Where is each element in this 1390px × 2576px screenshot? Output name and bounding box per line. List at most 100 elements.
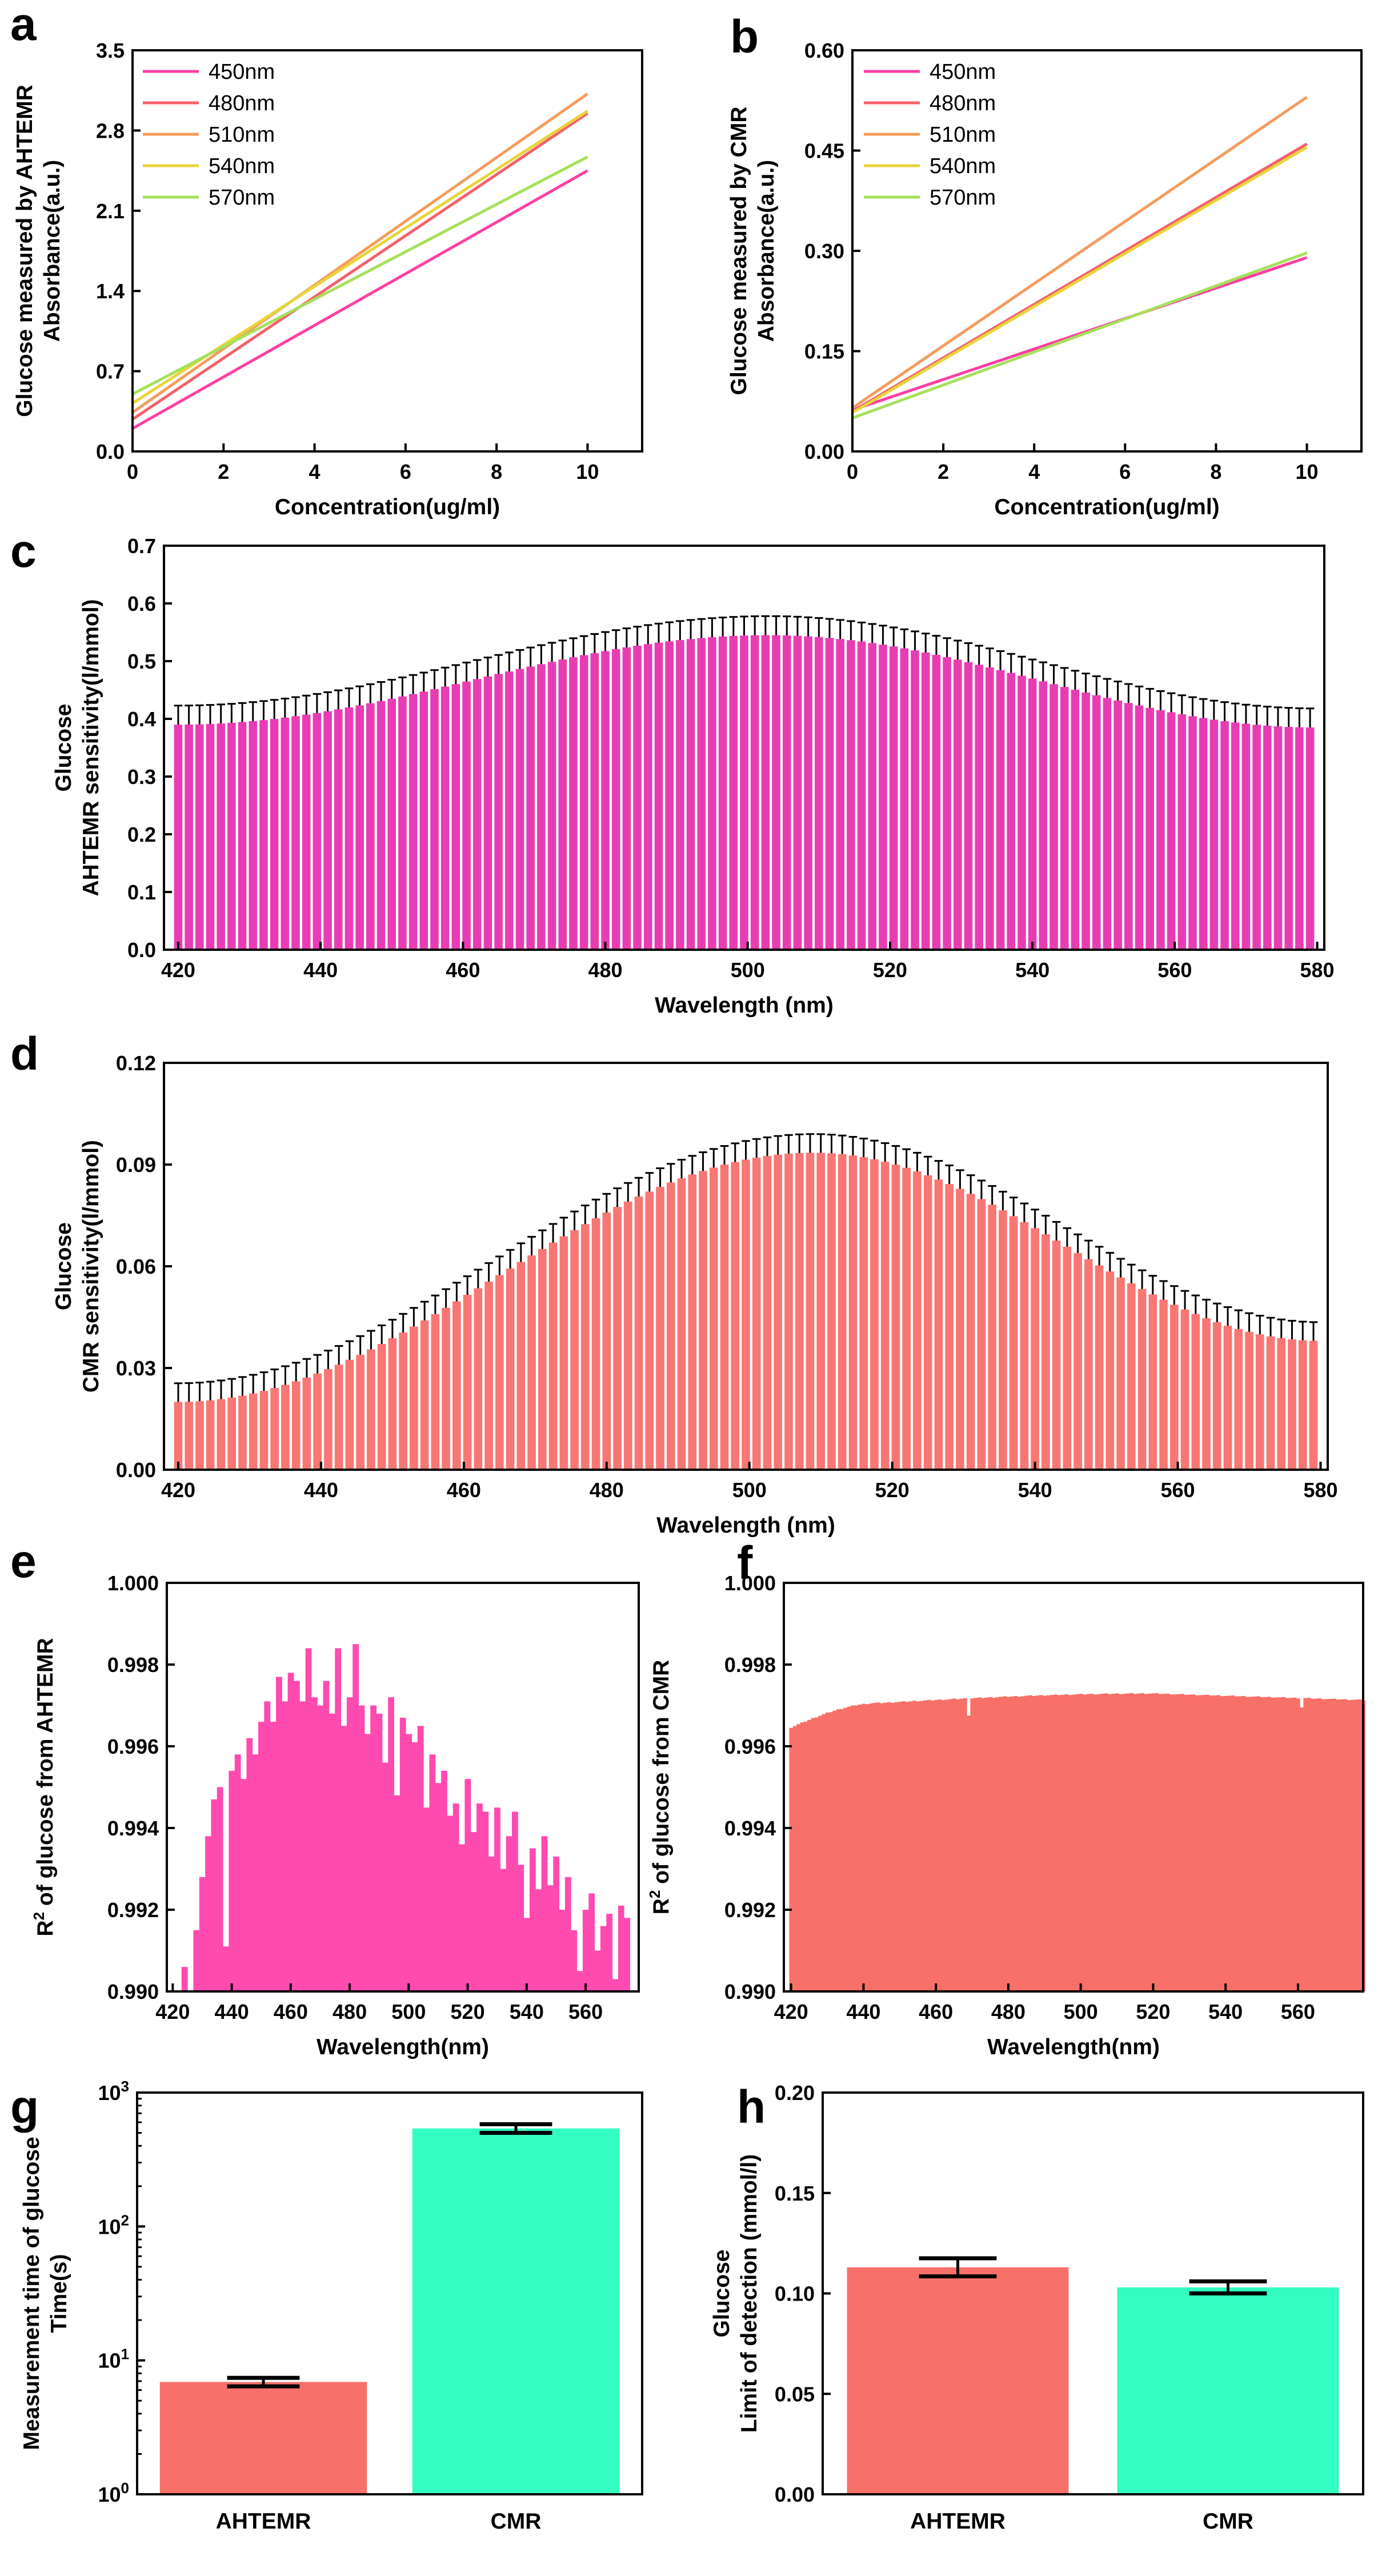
x-axis-title: Wavelength(nm) — [317, 2035, 489, 2059]
y-tick-label: 0.10 — [775, 2282, 815, 2306]
panel-label-c: c — [10, 525, 37, 577]
bar — [1241, 723, 1251, 950]
bar-AHTEMR — [847, 2267, 1069, 2494]
bar — [399, 1717, 406, 1991]
bar — [868, 643, 877, 950]
x-tick-label: 500 — [391, 2000, 426, 2023]
bar — [474, 1288, 483, 1470]
bar — [1241, 1695, 1246, 1991]
bar — [880, 1162, 890, 1470]
legend-entry: 450nm — [209, 60, 275, 84]
series-line-570nm — [852, 251, 1308, 419]
bar — [803, 1721, 808, 1991]
bar — [761, 635, 770, 950]
bar — [872, 1703, 877, 1991]
bar — [956, 1699, 960, 1991]
y-tick-label: 0.1 — [127, 881, 156, 904]
series-line-570nm — [131, 155, 588, 395]
bar — [579, 655, 588, 950]
bar — [553, 1857, 560, 1991]
y-tick-label: 0.06 — [116, 1255, 156, 1278]
y-axis-title-line: Limit of detection (mmol/l) — [737, 2154, 762, 2433]
series-line-480nm — [131, 112, 588, 421]
bar — [246, 1738, 253, 1991]
bar — [1007, 673, 1016, 950]
legend-entry: 570nm — [930, 186, 996, 210]
bar — [1169, 1694, 1173, 1991]
bar — [1205, 1694, 1210, 1991]
bar — [547, 662, 556, 950]
y-tick-label: 2.1 — [96, 199, 125, 223]
bar — [1052, 1240, 1061, 1470]
bar — [1281, 1697, 1286, 1991]
bar — [1144, 1694, 1148, 1991]
bar — [1311, 1698, 1315, 1991]
bar — [229, 1770, 235, 1991]
bar — [952, 1698, 956, 1991]
y-axis-title-line: CMR sensitivity(l/mmol) — [79, 1140, 103, 1393]
bar — [1354, 1699, 1359, 1991]
bar — [1303, 1698, 1308, 1991]
x-tick-label: 540 — [1208, 2000, 1243, 2023]
bar — [1068, 1695, 1072, 1991]
bar — [526, 666, 535, 950]
bar — [364, 1734, 371, 1991]
bar — [411, 1742, 418, 1991]
bar — [238, 722, 247, 950]
bar — [804, 636, 812, 950]
bar — [829, 1712, 834, 1991]
y-tick-label: 0.15 — [804, 340, 844, 363]
y-axis-title-line: Glucose — [710, 2250, 734, 2338]
bar — [399, 1332, 407, 1470]
panel-label-f: f — [737, 1537, 753, 1589]
chart-panel-b: 0.00 0.15 0.30 0.45 0.60 0 2 4 6 8 10 Concentration… — [727, 11, 1363, 519]
bar — [388, 1338, 397, 1470]
y-axis-title-line: Absorbance(a.u.) — [40, 160, 65, 342]
bar — [181, 1967, 188, 1991]
plot-frame — [136, 2091, 643, 2495]
y-axis-title-line: Glucose measured by AHTEMR — [13, 85, 37, 417]
legend-entry: 510nm — [209, 123, 275, 147]
x-tick-label: 420 — [161, 1478, 195, 1502]
bar — [1165, 1693, 1170, 1991]
bar — [883, 1702, 888, 1991]
bar — [541, 1836, 548, 1991]
bar — [894, 1702, 899, 1991]
bar — [1129, 1693, 1134, 1991]
bar — [270, 1722, 277, 1991]
bar — [905, 1702, 910, 1991]
bar — [825, 638, 834, 950]
bar — [1057, 1695, 1061, 1991]
bar — [822, 1714, 826, 1991]
y-tick-label: 0.990 — [107, 1980, 159, 2003]
bar — [476, 1803, 483, 1991]
x-tick-label: 460 — [919, 2000, 953, 2023]
bar — [547, 1885, 554, 1991]
bar — [529, 1848, 536, 1991]
bar — [323, 711, 332, 950]
bar — [1092, 695, 1101, 950]
bar — [276, 1677, 282, 1991]
bar — [1148, 1294, 1157, 1470]
y-tick-label: 0.03 — [116, 1357, 156, 1380]
bar — [851, 1705, 855, 1991]
y-tick-label: 0.992 — [107, 1898, 159, 1922]
bar — [185, 1402, 194, 1470]
bar — [1162, 1694, 1167, 1991]
bar — [313, 713, 322, 950]
bar — [1347, 1700, 1351, 1991]
bar — [1097, 1694, 1101, 1991]
bar — [1167, 712, 1176, 950]
bar — [1339, 1699, 1344, 1991]
bar — [1350, 1699, 1355, 1991]
bar — [943, 657, 951, 950]
bar — [548, 1242, 558, 1470]
bar — [643, 644, 652, 950]
x-axis-title: Wavelength (nm) — [655, 993, 834, 1018]
x-tick-label: 560 — [1281, 2000, 1315, 2023]
x-tick-label: 440 — [303, 958, 338, 982]
bar — [441, 1770, 447, 1991]
bar — [571, 1930, 578, 1991]
series-line-450nm — [131, 169, 588, 430]
bar — [1357, 1699, 1362, 1991]
